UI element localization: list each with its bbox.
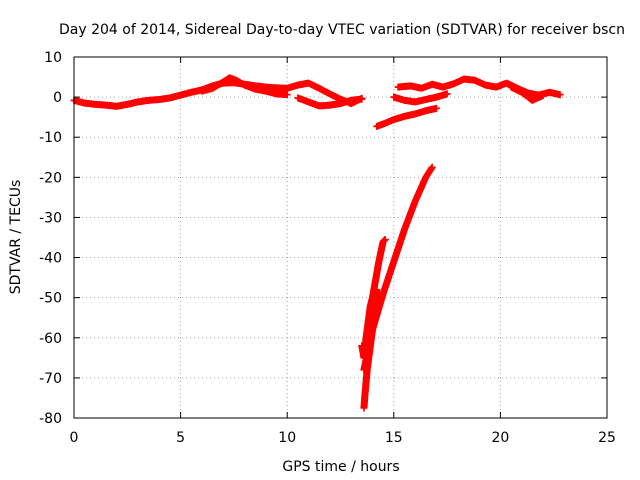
y-tick-label: -10 — [39, 130, 62, 146]
data-point — [283, 91, 291, 99]
y-tick-label: -80 — [39, 411, 62, 427]
series-track-afternoon-lower — [507, 83, 547, 104]
y-tick-label: -40 — [39, 251, 62, 267]
x-tick-label: 20 — [491, 430, 509, 446]
y-axis-label: SDTVAR / TECUs — [8, 180, 24, 295]
data-point — [373, 286, 381, 294]
series-track-dropout-c — [360, 163, 436, 374]
x-tick-label: 5 — [176, 430, 185, 446]
data-point — [432, 104, 440, 112]
series-track-recovery-mid — [390, 90, 451, 106]
x-tick-label: 25 — [598, 430, 616, 446]
x-tick-label: 10 — [278, 430, 296, 446]
y-tick-label: 0 — [53, 90, 62, 106]
ticks: 0 5 10 15 20 25 -80 -70 -60 -50 -40 -30 -20 -10 0 10 — [39, 50, 616, 446]
data-points — [70, 74, 564, 412]
y-tick-label: -20 — [39, 170, 62, 186]
x-axis-label: GPS time / hours — [282, 459, 399, 475]
plot-frame — [73, 56, 608, 419]
y-tick-label: 10 — [44, 50, 62, 66]
data-point — [381, 236, 389, 244]
y-tick-label: -30 — [39, 210, 62, 226]
data-point — [428, 163, 436, 171]
series-track-midday-fringe — [198, 74, 291, 99]
series-track-recovery-low — [373, 104, 440, 130]
x-tick-label: 15 — [385, 430, 403, 446]
data-point — [443, 90, 451, 98]
data-point — [358, 95, 366, 103]
y-tick-label: -50 — [39, 291, 62, 307]
chart-title: Day 204 of 2014, Sidereal Day-to-day VTE… — [59, 22, 625, 38]
y-tick-label: -60 — [39, 331, 62, 347]
y-tick-label: -70 — [39, 371, 62, 387]
data-point — [556, 91, 564, 99]
series-track-loop-dip — [294, 94, 366, 110]
x-tick-label: 0 — [70, 430, 79, 446]
data-point — [539, 92, 547, 100]
